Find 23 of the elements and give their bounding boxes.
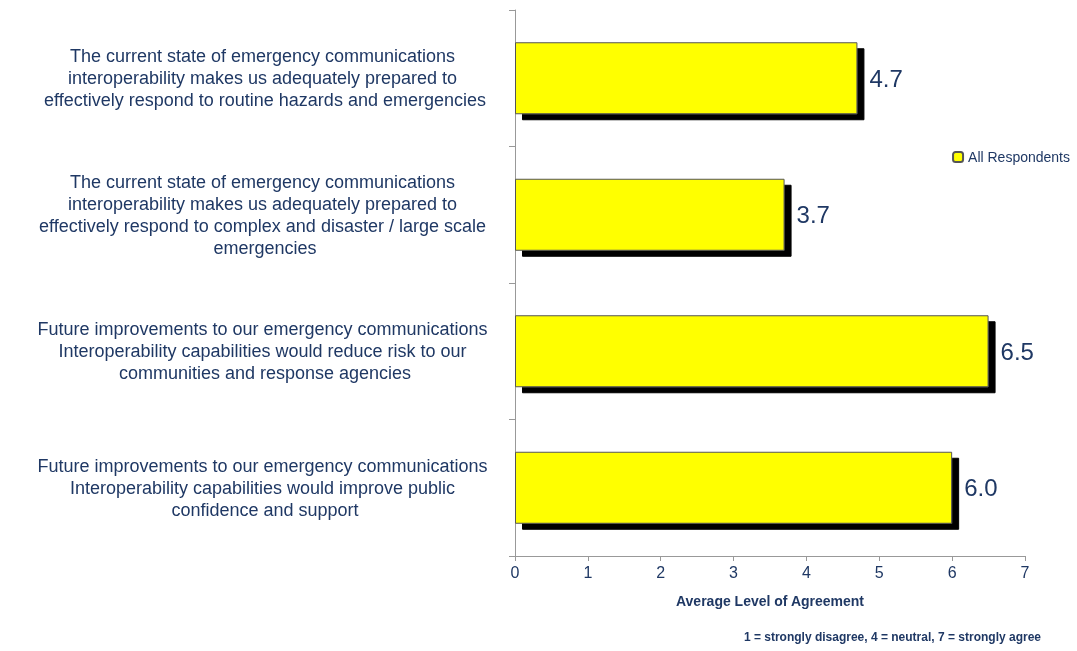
data-label: 6.5 xyxy=(1000,337,1034,365)
bar xyxy=(515,451,953,524)
bar xyxy=(515,315,989,388)
y-tick-label: The current state of emergency communications interoperability makes us adequately prepared to effectively respond to complex and disaster / large scale emergencies xyxy=(39,171,491,258)
bar xyxy=(515,42,858,115)
x-tick-label: 1 xyxy=(583,563,593,581)
data-label: 3.7 xyxy=(796,201,830,229)
data-label: 6.0 xyxy=(964,474,998,502)
x-tick-label: 0 xyxy=(510,563,520,581)
x-tick-label: 6 xyxy=(947,563,957,581)
data-label: 4.7 xyxy=(869,64,903,92)
x-tick-label: 3 xyxy=(729,563,739,581)
x-tick-label: 5 xyxy=(874,563,884,581)
bar xyxy=(515,178,785,251)
y-tick-label: The current state of emergency communications interoperability makes us adequately prepared to effectively respond to routine hazards and emergencies xyxy=(44,46,486,111)
text: 1 = strongly disagree, 4 = neutral, 7 = strongly agree xyxy=(743,630,1042,644)
y-tick-label: Future improvements to our emergency communications Interoperability capabilities would reduce risk to our communities and response agencies xyxy=(37,319,493,384)
x-tick-label: 7 xyxy=(1020,563,1030,581)
legend-label: All Respondents xyxy=(968,149,1070,165)
x-tick-label: 4 xyxy=(801,563,811,581)
x-tick-label: 2 xyxy=(656,563,666,581)
x-axis-title: Average Level of Agreement xyxy=(675,593,865,609)
y-tick-label: Future improvements to our emergency communications Interoperability capabilities would improve public confidence and support xyxy=(37,455,493,520)
